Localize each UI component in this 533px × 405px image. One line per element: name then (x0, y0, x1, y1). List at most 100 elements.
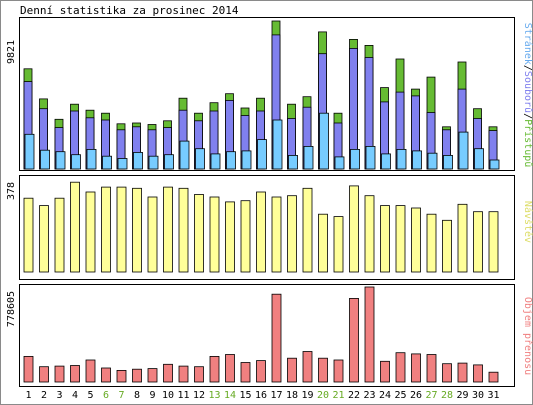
bar-traffic-day-13 (209, 355, 220, 383)
bar-visits-day-9 (147, 196, 158, 273)
bar-traffic-day-16 (256, 360, 266, 383)
bar-visits-day-3 (54, 197, 65, 273)
day-label-8: 8 (134, 390, 140, 401)
bar-traffic-day-20 (318, 357, 328, 383)
bar-visits-day-4 (70, 181, 80, 273)
y-max-label-3: 778605 (6, 291, 17, 327)
bar-pages-day-18 (288, 154, 298, 170)
bar-visits-day-28 (442, 219, 452, 273)
bar-traffic-day-1 (23, 355, 34, 383)
panel-frame-3 (19, 284, 515, 387)
bar-traffic-day-29 (457, 362, 468, 383)
legend-sep-2: / (522, 113, 533, 119)
bar-traffic-day-10 (163, 363, 173, 383)
legend-hits: Přístupů (522, 119, 533, 167)
bar-pages-day-23 (365, 145, 376, 170)
bar-pages-day-12 (195, 148, 205, 170)
bar-visits-day-31 (488, 211, 499, 273)
bar-pages-day-15 (241, 150, 252, 170)
bar-pages-day-7 (117, 158, 128, 170)
bar-traffic-day-26 (411, 353, 421, 383)
day-label-23: 23 (363, 390, 375, 401)
bar-visits-day-8 (132, 187, 142, 273)
bar-visits-day-26 (411, 207, 421, 273)
bar-visits-day-2 (39, 205, 49, 273)
bar-pages-day-10 (164, 154, 174, 170)
y-max-label-1: 9821 (6, 40, 17, 64)
bar-visits-day-17 (271, 196, 282, 273)
bar-pages-day-30 (474, 148, 484, 170)
bar-pages-day-4 (71, 154, 81, 170)
bar-visits-day-14 (225, 201, 235, 273)
day-label-24: 24 (379, 390, 391, 401)
bar-pages-day-24 (381, 153, 391, 170)
legend-visits: Návštěv (522, 201, 533, 243)
bar-pages-day-9 (148, 155, 159, 170)
panel-frame-2 (19, 175, 515, 280)
bar-traffic-day-7 (116, 369, 127, 383)
bar-pages-day-2 (40, 149, 50, 170)
bar-traffic-day-14 (225, 354, 235, 383)
day-label-19: 19 (301, 390, 313, 401)
bar-pages-day-19 (303, 145, 314, 170)
bar-visits-day-22 (349, 185, 359, 273)
day-label-18: 18 (286, 390, 298, 401)
bar-traffic-day-28 (442, 363, 452, 383)
bar-visits-day-13 (209, 196, 220, 273)
bar-visits-day-1 (23, 197, 34, 273)
day-label-5: 5 (87, 390, 93, 401)
bar-pages-day-14 (226, 151, 236, 170)
bar-traffic-day-15 (240, 362, 251, 383)
bar-pages-day-1 (24, 133, 35, 170)
bar-pages-day-5 (86, 148, 97, 170)
day-label-22: 22 (348, 390, 360, 401)
bar-traffic-day-21 (333, 359, 344, 383)
day-label-15: 15 (239, 390, 251, 401)
day-label-9: 9 (149, 390, 155, 401)
panel-frame-1 (19, 17, 515, 171)
day-label-12: 12 (193, 390, 205, 401)
bar-pages-day-13 (210, 153, 221, 170)
bar-traffic-day-3 (54, 365, 65, 383)
bar-pages-day-28 (443, 154, 453, 170)
bar-traffic-day-11 (178, 365, 189, 383)
bar-visits-day-19 (302, 187, 313, 273)
bar-traffic-day-30 (473, 364, 483, 383)
legend-files: Souborů (522, 71, 533, 113)
day-label-27: 27 (425, 390, 437, 401)
bar-traffic-day-31 (488, 371, 499, 383)
bar-traffic-day-17 (271, 293, 282, 383)
bar-traffic-day-8 (132, 368, 142, 383)
bar-traffic-day-22 (349, 297, 359, 383)
day-label-26: 26 (410, 390, 422, 401)
bar-visits-day-15 (240, 200, 251, 273)
bar-visits-day-16 (256, 191, 266, 273)
bar-traffic-day-2 (39, 366, 49, 383)
bar-visits-day-12 (194, 194, 204, 273)
bar-visits-day-6 (101, 186, 111, 273)
bar-visits-day-27 (426, 213, 437, 273)
bar-visits-day-25 (395, 205, 406, 273)
legend-sep-1: / (522, 65, 533, 71)
chart-title: Denní statistika za prosinec 2014 (20, 4, 239, 17)
day-label-31: 31 (487, 390, 499, 401)
bar-traffic-day-4 (70, 365, 80, 383)
bar-visits-day-10 (163, 186, 173, 273)
bar-visits-day-29 (457, 203, 468, 273)
day-label-16: 16 (255, 390, 267, 401)
bar-pages-day-3 (55, 151, 66, 170)
day-label-14: 14 (224, 390, 236, 401)
bar-pages-day-29 (458, 131, 469, 170)
bar-pages-day-8 (133, 151, 143, 170)
day-label-13: 13 (208, 390, 220, 401)
bar-pages-day-20 (319, 112, 329, 170)
bar-pages-day-21 (334, 156, 345, 170)
bar-pages-day-26 (412, 150, 422, 170)
day-label-17: 17 (270, 390, 282, 401)
bar-traffic-day-6 (101, 367, 111, 383)
bar-visits-day-5 (85, 191, 96, 273)
bar-traffic-day-18 (287, 357, 297, 383)
day-label-3: 3 (56, 390, 62, 401)
day-label-25: 25 (394, 390, 406, 401)
